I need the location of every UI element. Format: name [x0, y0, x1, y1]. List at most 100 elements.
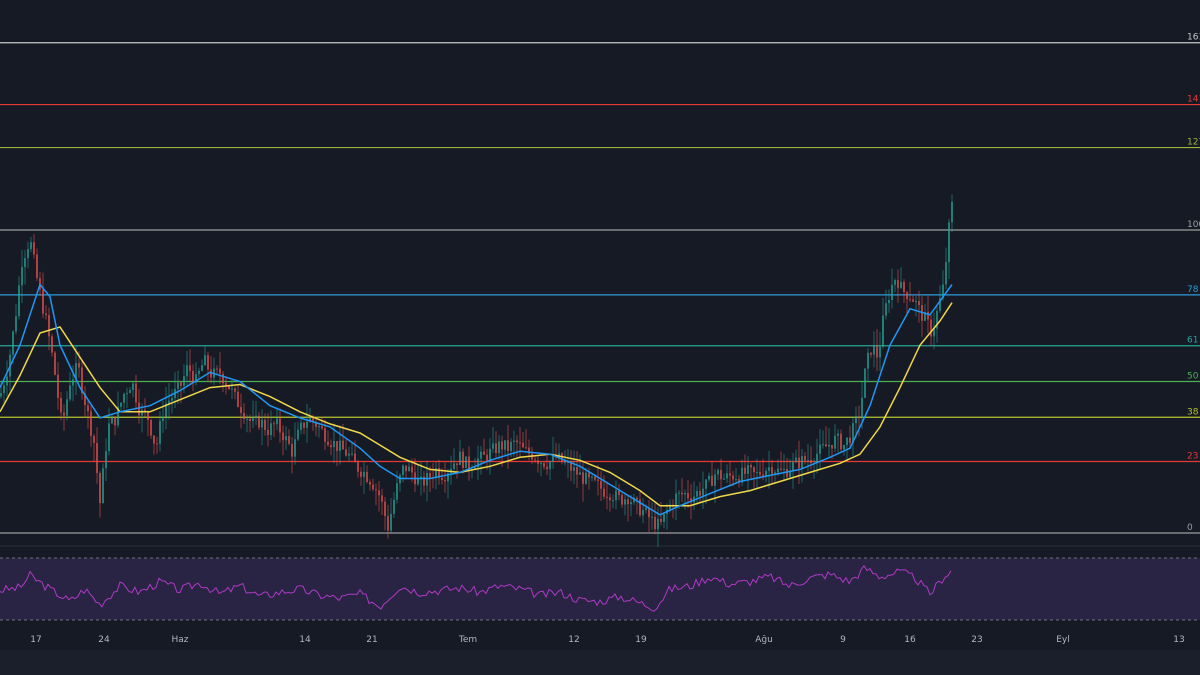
candle-body — [612, 500, 614, 502]
candle-body — [843, 444, 845, 450]
candle-body — [453, 463, 455, 469]
candle-body — [3, 385, 5, 394]
candle-body — [792, 462, 794, 472]
candle-body — [393, 499, 395, 514]
candle-body — [861, 397, 863, 419]
candle-body — [126, 393, 128, 395]
candle-body — [915, 301, 917, 303]
candle-body — [123, 393, 125, 403]
candle-body — [381, 495, 383, 502]
candle-body — [912, 299, 914, 302]
candle-body — [720, 470, 722, 480]
candle-body — [51, 336, 53, 353]
candle-body — [852, 423, 854, 443]
candle-body — [492, 443, 494, 449]
candle-body — [501, 441, 503, 450]
candle-body — [771, 467, 773, 474]
candle-body — [30, 242, 32, 250]
candle-body — [510, 441, 512, 451]
fib-label-78: 78 — [1187, 285, 1199, 295]
candle-body — [582, 472, 584, 484]
candle-body — [195, 374, 197, 383]
fib-label-161: 161 — [1187, 33, 1200, 43]
candle-body — [768, 467, 770, 471]
candle-body — [273, 423, 275, 425]
candle-body — [801, 456, 803, 469]
candle-body — [777, 468, 779, 473]
candle-body — [561, 453, 563, 463]
candle-body — [315, 422, 317, 427]
candle-body — [525, 447, 527, 449]
candle-body — [0, 393, 2, 397]
candle-body — [642, 509, 644, 516]
candle-body — [570, 461, 572, 471]
candle-body — [102, 468, 104, 504]
candle-body — [543, 463, 545, 467]
fib-label-38: 38 — [1187, 407, 1199, 417]
candle-body — [864, 368, 866, 398]
candle-body — [699, 490, 701, 496]
candle-body — [780, 468, 782, 470]
candle-body — [936, 310, 938, 329]
candle-body — [27, 249, 29, 259]
candle-body — [825, 444, 827, 447]
candle-body — [714, 474, 716, 486]
candle-body — [33, 242, 35, 255]
candle-body — [603, 488, 605, 497]
candle-body — [879, 346, 881, 358]
candle-body — [534, 459, 536, 461]
candle-body — [687, 492, 689, 499]
candle-body — [888, 299, 890, 304]
candle-body — [117, 406, 119, 426]
candle-body — [12, 331, 14, 355]
candle-body — [804, 456, 806, 461]
candle-body — [633, 497, 635, 503]
candle-body — [945, 262, 947, 285]
candle-body — [822, 444, 824, 446]
candle-body — [342, 440, 344, 450]
candle-body — [882, 315, 884, 347]
candle-body — [630, 502, 632, 505]
x-tick-label: Eyl — [1056, 635, 1070, 645]
fib-label-127: 127 — [1187, 138, 1200, 148]
candle-body — [339, 440, 341, 451]
candle-body — [231, 388, 233, 390]
candle-body — [831, 444, 833, 449]
candle-body — [675, 493, 677, 507]
candle-body — [258, 415, 260, 428]
candle-body — [390, 513, 392, 531]
candle-body — [111, 417, 113, 424]
candle-body — [900, 281, 902, 288]
candle-body — [873, 345, 875, 355]
candle-body — [816, 453, 818, 464]
candle-body — [504, 440, 506, 450]
candle-body — [690, 498, 692, 503]
candle-body — [285, 436, 287, 441]
candle-body — [438, 468, 440, 478]
candle-body — [114, 417, 116, 426]
candle-body — [240, 406, 242, 413]
candle-body — [168, 400, 170, 404]
candle-body — [99, 473, 101, 504]
ema-fast-line — [0, 282, 953, 516]
candle-body — [891, 284, 893, 300]
candle-body — [723, 478, 725, 480]
candle-body — [144, 409, 146, 413]
candle-body — [198, 370, 200, 375]
candle-body — [288, 436, 290, 444]
candle-body — [735, 479, 737, 481]
candle-body — [378, 490, 380, 496]
candle-body — [57, 374, 59, 398]
candle-body — [855, 416, 857, 424]
axis-background — [0, 628, 1200, 650]
fib-label-61: 61 — [1187, 336, 1198, 346]
candle-body — [591, 476, 593, 478]
candle-body — [639, 499, 641, 516]
candle-body — [303, 422, 305, 428]
candle-body — [678, 492, 680, 494]
candle-body — [894, 280, 896, 285]
candle-body — [711, 475, 713, 486]
candle-body — [540, 463, 542, 465]
